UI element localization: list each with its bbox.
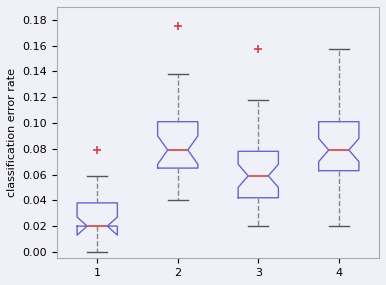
Y-axis label: classification error rate: classification error rate xyxy=(7,68,17,197)
